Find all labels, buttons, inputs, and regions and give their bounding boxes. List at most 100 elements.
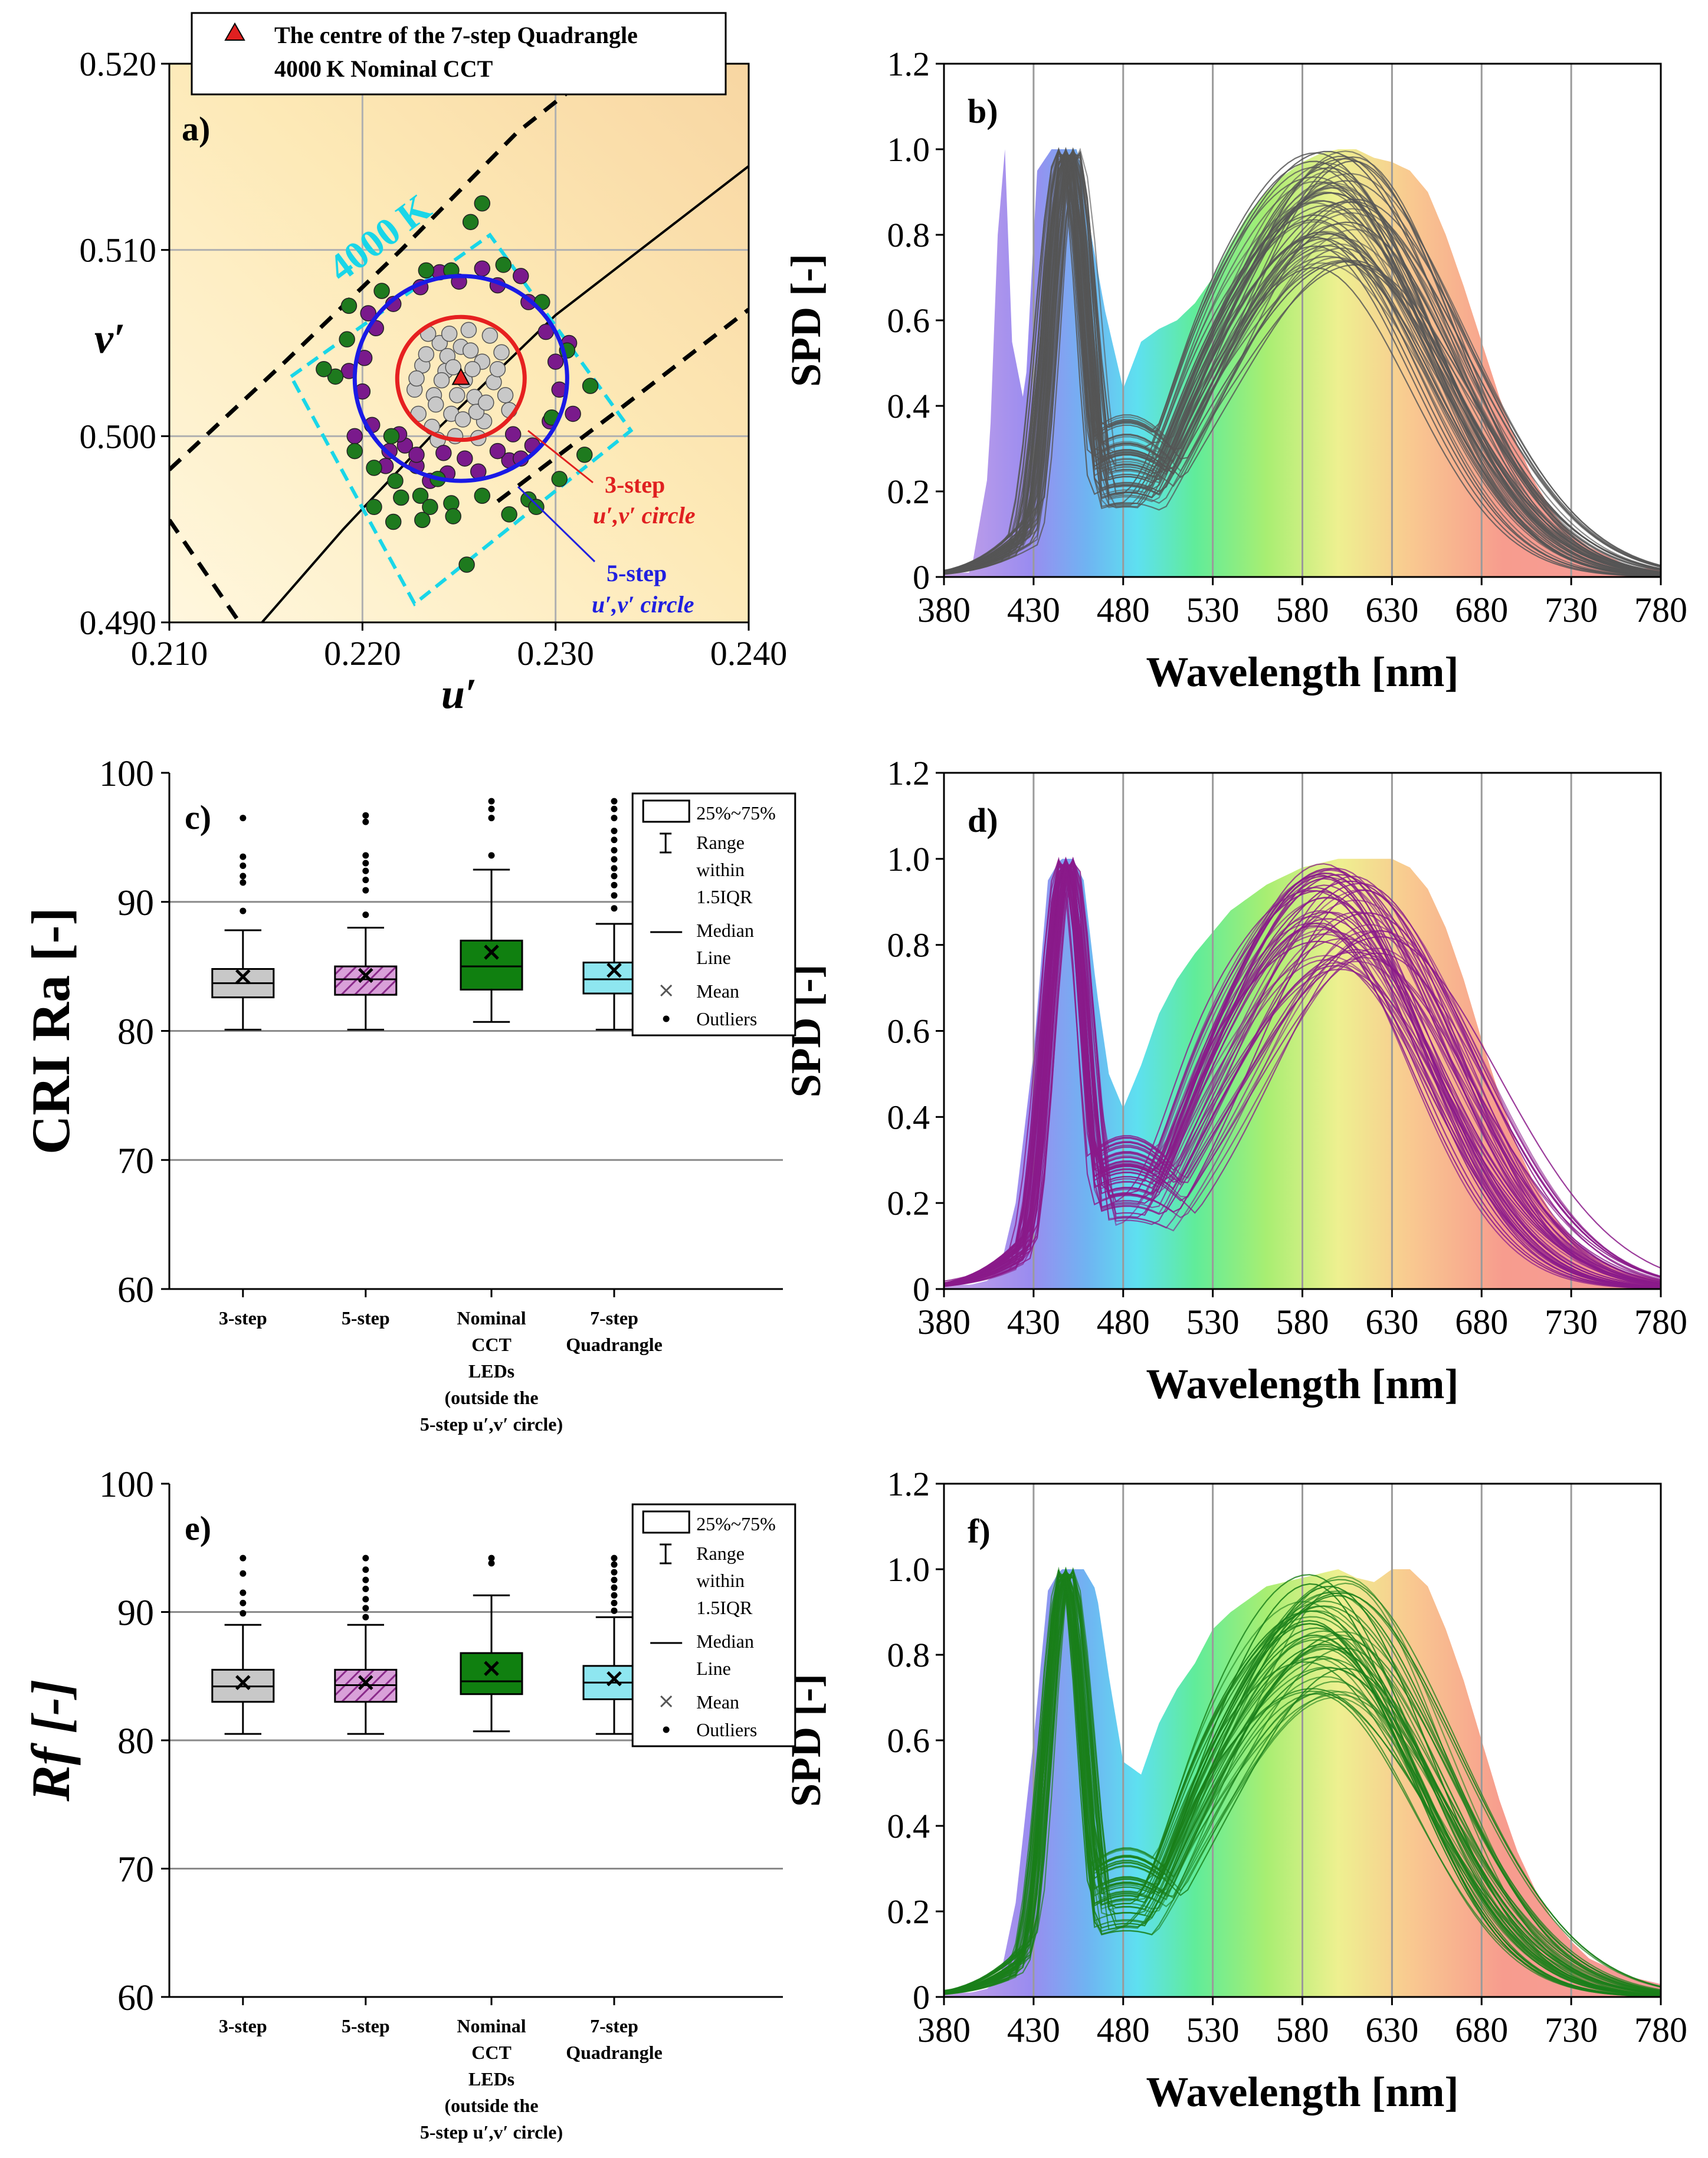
- chromaticity-point: [474, 487, 491, 504]
- panel-e-category-label: 5-step u′,v′ circle): [420, 2121, 563, 2143]
- panel-f-spd-lines: [944, 1566, 1661, 1997]
- panel-b-y-tick-label: 1.0: [887, 130, 930, 169]
- panel-c-category-label: CCT: [471, 1334, 512, 1355]
- panel-a-chromaticity: 0.210 0.220 0.230 0.240 0.490 0.500 0.510 0.520…: [80, 12, 788, 717]
- panel-c-outlier-point: [488, 798, 495, 805]
- chromaticity-point: [478, 394, 494, 411]
- panel-b-x-axis-title: Wavelength [nm]: [1146, 648, 1459, 696]
- panel-c-legend: 25%~75% Range within 1.5IQR Median Line Mean Ou…: [631, 792, 796, 1037]
- panel-b-y-tick-label: 0: [913, 558, 930, 596]
- panel-a-legend: The centre of the 7-step Quadrangle 4000…: [191, 12, 727, 96]
- panel-d-panel-label: d): [968, 801, 998, 839]
- panel-b-y-tick-label: 0.8: [887, 216, 930, 254]
- panel-e-mean-marker: [358, 1675, 373, 1690]
- chromaticity-point: [422, 498, 438, 516]
- annotation-5-step-line2: u′,v′ circle: [592, 591, 694, 618]
- chromaticity-point: [528, 498, 545, 516]
- panel-c-outlier-point: [611, 892, 618, 899]
- panel-b-spd-line: [944, 152, 1661, 574]
- panel-c-y-axis-title: CRI Ra [-]: [21, 907, 81, 1155]
- panel-f-x-tick-label: 730: [1545, 2011, 1598, 2049]
- chromaticity-point: [501, 506, 517, 523]
- panel-c-box: [460, 939, 523, 991]
- panel-d-spd-line: [944, 860, 1661, 1288]
- panel-d-spd: 380 430 480 530 580 630 680 730 780 0 0.2 0.4 0.6 0.8…: [782, 754, 1687, 1408]
- panel-a-circles: [352, 274, 569, 483]
- panel-d-spd-lines: [944, 856, 1661, 1289]
- panel-c-outlier-point: [362, 812, 369, 819]
- panel-b-x-tick-label: 680: [1455, 591, 1508, 629]
- chromaticity-point: [433, 372, 450, 389]
- panel-f-spd-line: [944, 1571, 1661, 1997]
- panel-d-spd-line: [944, 863, 1661, 1285]
- panel-f-x-tick-label: 480: [1097, 2011, 1150, 2049]
- panel-b-x-tick-label: 580: [1276, 591, 1329, 629]
- panel-e-category-label: LEDs: [468, 2068, 514, 2090]
- panel-c-outlier-point: [240, 862, 247, 869]
- chromaticity-point: [454, 411, 471, 428]
- isotemperature-line-upper: [169, 64, 605, 471]
- annotation-5-step-line1: 5-step: [607, 560, 667, 586]
- panel-c-outlier-point: [611, 798, 618, 805]
- chromaticity-point: [346, 428, 363, 445]
- panel-d-spd-line: [944, 863, 1661, 1287]
- panel-e-legend-box: [631, 1503, 796, 1747]
- panel-e-legend-iqr: 25%~75%: [696, 1513, 776, 1534]
- panel-e-y-tick-label: 100: [99, 1465, 154, 1505]
- annotation-5-step: 5-step u′,v′ circle: [517, 486, 694, 618]
- panel-e-outlier-point: [611, 1561, 618, 1568]
- panel-c-outlier-point: [488, 852, 495, 859]
- panel-c-outlier-point: [611, 905, 618, 912]
- chromaticity-point: [547, 353, 564, 370]
- panel-d-y-tick-label: 1.0: [887, 840, 930, 878]
- panel-c-outlier-point: [240, 815, 247, 822]
- panel-c-legend-median-text: Median: [696, 920, 754, 941]
- panel-e-legend-mean: Mean: [696, 1691, 739, 1713]
- panel-d-x-tick-label: 580: [1276, 1303, 1329, 1342]
- panel-c-panel-label: c): [185, 798, 211, 837]
- panel-f-x-tick-label: 680: [1455, 2011, 1508, 2049]
- panel-e-outlier-point: [240, 1554, 247, 1562]
- panel-c-legend-box-icon: [642, 799, 690, 823]
- panel-e-outlier-point: [240, 1599, 247, 1606]
- panel-f-x-tick-label: 630: [1365, 2011, 1418, 2049]
- panel-c-outlier-point: [362, 818, 369, 825]
- panel-e-outlier-point: [362, 1566, 369, 1573]
- panel-e-legend-outlier-icon: [663, 1726, 670, 1733]
- chromaticity-point: [427, 396, 444, 413]
- panel-a-x-tick-label: 0.210: [131, 634, 208, 673]
- panel-b-spd-line: [944, 147, 1661, 574]
- panel-b-x-tick-label: 430: [1007, 591, 1060, 629]
- panel-a-x-tick-label: 0.220: [324, 634, 401, 673]
- panel-d-x-tick-label: 530: [1186, 1303, 1240, 1342]
- panel-a-x-tick-label: 0.240: [710, 634, 788, 673]
- panel-d-y-tick-label: 0.2: [887, 1184, 930, 1222]
- panel-e-legend-median-text: Median: [696, 1631, 754, 1652]
- panel-b-x-tick-label: 780: [1634, 591, 1687, 629]
- panel-f-y-tick-label: 0.8: [887, 1636, 930, 1674]
- panel-b-spd-line: [944, 150, 1661, 577]
- panel-e-outlier-point: [240, 1589, 247, 1596]
- centre-marker-legend-icon: [224, 22, 245, 41]
- panel-b-spd-line: [944, 152, 1661, 576]
- panel-c-category-label: Nominal: [457, 1307, 526, 1329]
- panel-f-x-tick-label: 580: [1276, 2011, 1329, 2049]
- panel-b-panel-label: b): [968, 92, 998, 130]
- panel-b-x-tick-label: 730: [1545, 591, 1598, 629]
- panel-d-x-tick-label: 680: [1455, 1303, 1508, 1342]
- panel-e-outlier-point: [611, 1554, 618, 1562]
- panel-f-spd-line: [944, 1573, 1661, 1996]
- chromaticity-point: [366, 460, 382, 476]
- panel-e-outlier-point: [362, 1596, 369, 1603]
- panel-a-y-tick-label: 0.510: [80, 231, 157, 270]
- panel-c-mean-marker: [235, 969, 251, 985]
- panel-c-outlier-point: [611, 847, 618, 854]
- chromaticity-point: [373, 283, 390, 299]
- annotation-3-step-line2: u′,v′ circle: [593, 502, 696, 529]
- panel-f-spd: 380 430 480 530 580 630 680 730 780 0 0.2 0.4 0.6 0.8…: [782, 1465, 1687, 2116]
- chromaticity-point: [457, 450, 473, 467]
- panel-f-y-tick-label: 0.2: [887, 1893, 930, 1931]
- panel-b-y-tick-label: 0.6: [887, 301, 930, 340]
- panel-c-legend-range-text: within: [696, 859, 745, 880]
- panel-d-spd-line: [944, 858, 1661, 1289]
